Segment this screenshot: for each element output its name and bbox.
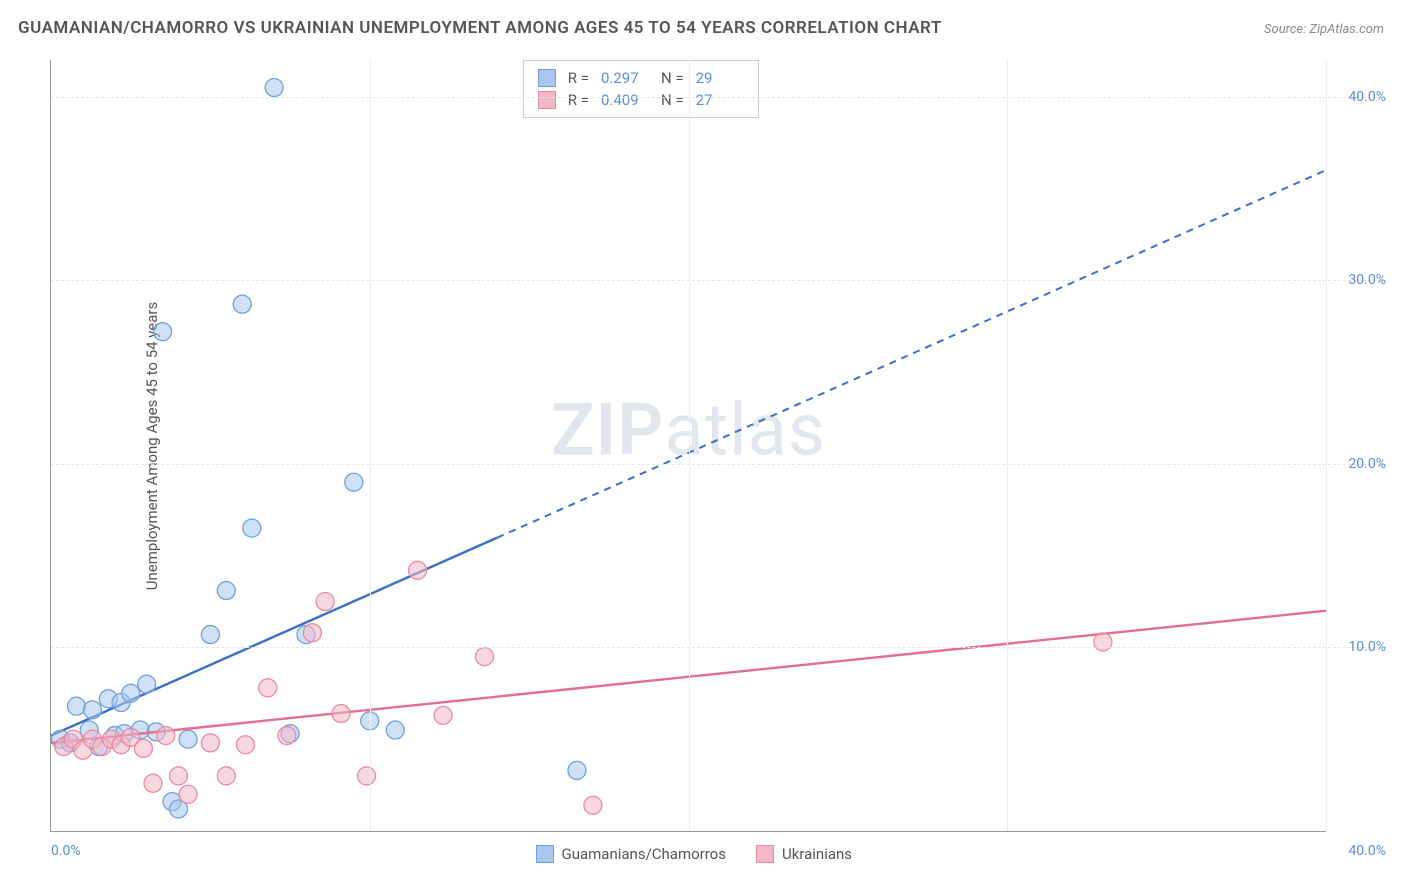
- legend-swatch-0: [536, 845, 554, 863]
- gridline-h: [51, 97, 1386, 98]
- data-point: [68, 697, 86, 715]
- data-point: [201, 626, 219, 644]
- data-point: [217, 582, 235, 600]
- stat-r-label-0: R =: [568, 69, 589, 87]
- stat-r-value-0: 0.297: [601, 69, 649, 87]
- data-point: [157, 727, 175, 745]
- data-point: [303, 624, 321, 642]
- data-point: [434, 706, 452, 724]
- data-point: [217, 767, 235, 785]
- stat-swatch-1: [538, 91, 556, 109]
- data-point: [345, 473, 363, 491]
- data-point: [265, 79, 283, 97]
- data-point: [332, 705, 350, 723]
- data-point: [316, 593, 334, 611]
- gridline-v: [370, 60, 371, 831]
- xtick-label-left: 0.0%: [51, 843, 81, 859]
- gridline-h: [51, 280, 1386, 281]
- stat-r-label-1: R =: [568, 91, 589, 109]
- legend-item-0: Guamanians/Chamorros: [536, 845, 726, 863]
- data-point: [584, 796, 602, 814]
- gridline-v: [1007, 60, 1008, 831]
- gridline-h: [51, 647, 1386, 648]
- data-point: [259, 679, 277, 697]
- source-label: Source: ZipAtlas.com: [1264, 22, 1384, 37]
- data-point: [138, 675, 156, 693]
- data-point: [179, 785, 197, 803]
- gridline-v: [689, 60, 690, 831]
- gridline-h: [51, 464, 1386, 465]
- data-point: [170, 767, 188, 785]
- stat-r-value-1: 0.409: [601, 91, 649, 109]
- stat-n-value-1: 27: [696, 91, 744, 109]
- legend-item-1: Ukrainians: [756, 845, 852, 863]
- stat-row-1: R = 0.409 N = 27: [538, 89, 744, 111]
- stat-n-label-0: N =: [661, 69, 684, 87]
- data-point: [201, 734, 219, 752]
- ytick-label: 30.0%: [1348, 272, 1386, 288]
- data-point: [409, 561, 427, 579]
- ytick-label: 10.0%: [1348, 639, 1386, 655]
- xtick-label-right: 40.0%: [1348, 843, 1386, 859]
- data-point: [236, 736, 254, 754]
- legend-swatch-1: [756, 845, 774, 863]
- data-point: [122, 684, 140, 702]
- data-point: [358, 767, 376, 785]
- series-legend: Guamanians/Chamorros Ukrainians: [536, 845, 853, 863]
- ytick-label: 40.0%: [1348, 89, 1386, 105]
- data-point: [243, 519, 261, 537]
- data-point: [134, 739, 152, 757]
- data-point: [83, 701, 101, 719]
- legend-label-0: Guamanians/Chamorros: [562, 845, 726, 863]
- data-point: [144, 774, 162, 792]
- plot-area: ZIPatlas R = 0.297 N = 29 R = 0.409 N = …: [50, 60, 1326, 832]
- data-point: [179, 730, 197, 748]
- trend-line-dashed-0: [497, 170, 1326, 538]
- data-point: [476, 648, 494, 666]
- ytick-label: 20.0%: [1348, 456, 1386, 472]
- data-point: [568, 761, 586, 779]
- stat-n-label-1: N =: [661, 91, 684, 109]
- data-point: [386, 721, 404, 739]
- chart-title: GUAMANIAN/CHAMORRO VS UKRAINIAN UNEMPLOY…: [18, 18, 942, 38]
- stat-swatch-0: [538, 69, 556, 87]
- data-point: [233, 295, 251, 313]
- stat-legend: R = 0.297 N = 29 R = 0.409 N = 27: [523, 60, 759, 118]
- gridline-v: [1326, 60, 1327, 831]
- legend-label-1: Ukrainians: [782, 845, 852, 863]
- data-point: [278, 727, 296, 745]
- stat-row-0: R = 0.297 N = 29: [538, 67, 744, 89]
- stat-n-value-0: 29: [696, 69, 744, 87]
- data-point: [154, 323, 172, 341]
